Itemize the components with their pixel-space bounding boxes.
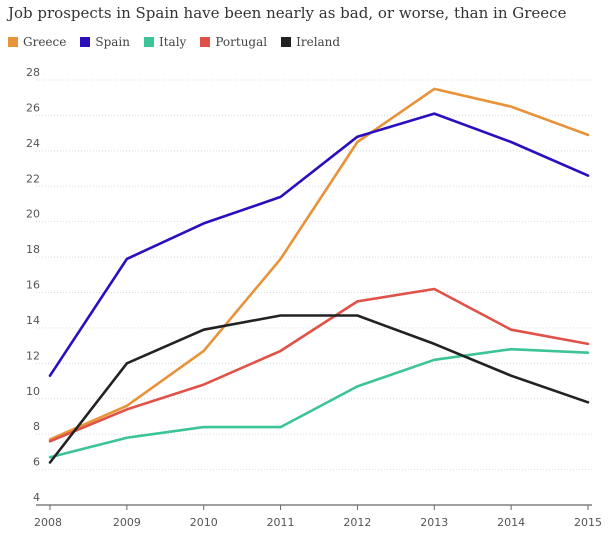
x-tick-label: 2008: [34, 516, 62, 529]
y-tick-label: 18: [26, 243, 40, 256]
y-tick-label: 10: [26, 385, 40, 398]
y-tick-label: 20: [26, 208, 40, 221]
x-tick-label: 2012: [343, 516, 371, 529]
x-tick-label: 2011: [267, 516, 295, 529]
x-tick-label: 2015: [574, 516, 602, 529]
legend-item-italy: Italy: [143, 35, 187, 49]
series-line-portugal: [48, 287, 590, 443]
legend-swatch: [80, 37, 91, 47]
legend-label: Portugal: [215, 35, 268, 49]
legend-label: Ireland: [296, 35, 341, 49]
series-line-spain: [48, 112, 590, 378]
y-tick-label: 24: [26, 137, 40, 150]
series-line-ireland: [48, 314, 590, 464]
y-tick-label: 22: [26, 172, 40, 185]
x-tick-label: 2009: [113, 516, 141, 529]
x-tick-label: 2014: [497, 516, 525, 529]
x-tick-label: 2013: [420, 516, 448, 529]
y-tick-label: 14: [26, 314, 40, 327]
y-tick-label: 4: [33, 491, 40, 504]
y-tick-label: 6: [33, 456, 40, 469]
y-tick-label: 28: [26, 66, 40, 79]
legend-label: Spain: [95, 35, 130, 49]
legend-swatch: [200, 37, 211, 47]
legend-swatch: [143, 37, 154, 47]
legend: Greece Spain Italy Portugal Ireland: [8, 35, 340, 49]
y-tick-label: 12: [26, 349, 40, 362]
legend-swatch: [8, 37, 18, 47]
legend-item-spain: Spain: [80, 35, 130, 49]
y-tick-label: 26: [26, 101, 40, 114]
chart-title: Job prospects in Spain have been nearly …: [8, 4, 567, 22]
legend-label: Greece: [23, 35, 67, 49]
legend-item-greece: Greece: [8, 35, 66, 49]
x-tick-label: 2010: [190, 516, 218, 529]
legend-label: Italy: [158, 35, 187, 49]
y-tick-label: 8: [33, 420, 40, 433]
legend-item-portugal: Portugal: [200, 35, 267, 49]
y-tick-label: 16: [26, 279, 40, 292]
legend-swatch: [281, 37, 292, 47]
series-line-italy: [48, 347, 590, 459]
legend-item-ireland: Ireland: [281, 35, 340, 49]
series-line-greece: [48, 87, 590, 441]
